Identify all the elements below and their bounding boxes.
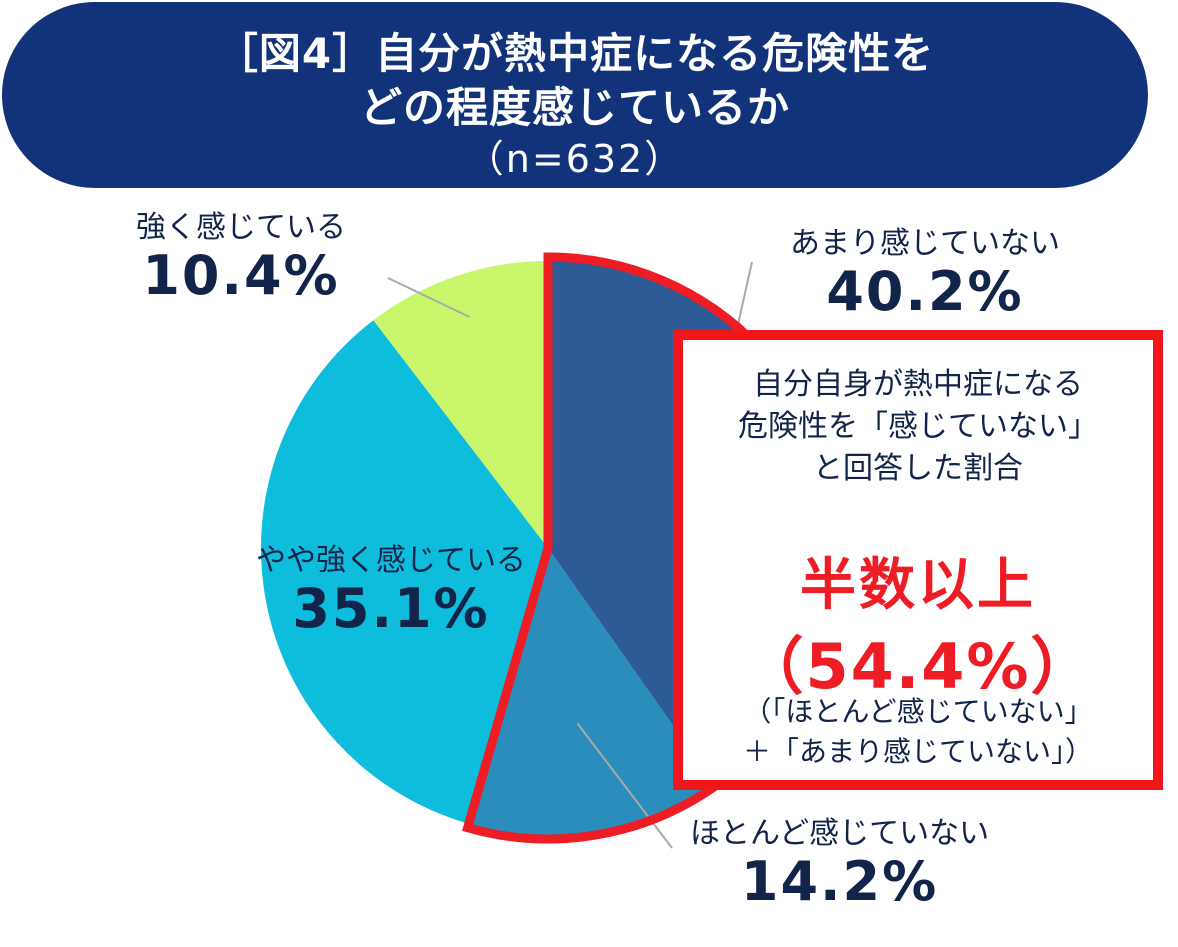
callout-note-line2: ＋「あまり感じていない」） <box>742 735 1093 768</box>
sample-size: （n=632） <box>465 137 685 181</box>
pie-slice <box>373 261 548 548</box>
callout-desc-line1: 自分自身が熱中症になる <box>753 367 1083 402</box>
callout-note-line1: （「ほとんど感じていない」 <box>743 695 1093 728</box>
slice-label-value: 40.2% <box>826 260 1024 323</box>
callout-note: （「ほとんど感じていない」 ＋「あまり感じていない」） <box>683 692 1153 772</box>
leader-line <box>387 277 471 318</box>
pie-slice <box>260 320 548 824</box>
callout-headline: 半数以上 <box>800 553 1036 618</box>
callout-percent: （54.4%） <box>741 630 1095 703</box>
callout-desc-line2: 危険性を「感じていない」 <box>738 409 1098 444</box>
slice-label-value: 35.1% <box>292 577 490 640</box>
label-strongly-feel: 強く感じている 10.4% <box>136 202 346 306</box>
slice-label-name: あまり感じていない <box>790 226 1060 261</box>
chart-title-line2: どの程度感じているか <box>359 83 790 132</box>
label-rarely-feel: あまり感じていない 40.2% <box>790 218 1060 322</box>
leader-line <box>576 722 673 849</box>
slice-label-name: 強く感じている <box>136 210 346 245</box>
callout-description: 自分自身が熱中症になる 危険性を「感じていない」 と回答した割合 <box>683 364 1153 490</box>
label-hardly-feel: ほとんど感じていない 14.2% <box>690 808 989 912</box>
slice-label-name: ほとんど感じていない <box>690 816 990 851</box>
callout-box: 自分自身が熱中症になる 危険性を「感じていない」 と回答した割合 半数以上 （5… <box>673 330 1163 790</box>
slice-label-value: 10.4% <box>142 244 340 307</box>
slice-label-name: やや強く感じている <box>256 543 526 578</box>
callout-desc-line3: と回答した割合 <box>813 451 1023 486</box>
slice-label-value: 14.2% <box>740 850 939 913</box>
label-somewhat-strong: やや強く感じている 35.1% <box>256 535 526 639</box>
chart-title-line1: ［図4］自分が熱中症になる危険性を <box>215 29 935 78</box>
title-banner: ［図4］自分が熱中症になる危険性を どの程度感じているか （n=632） <box>2 2 1148 188</box>
